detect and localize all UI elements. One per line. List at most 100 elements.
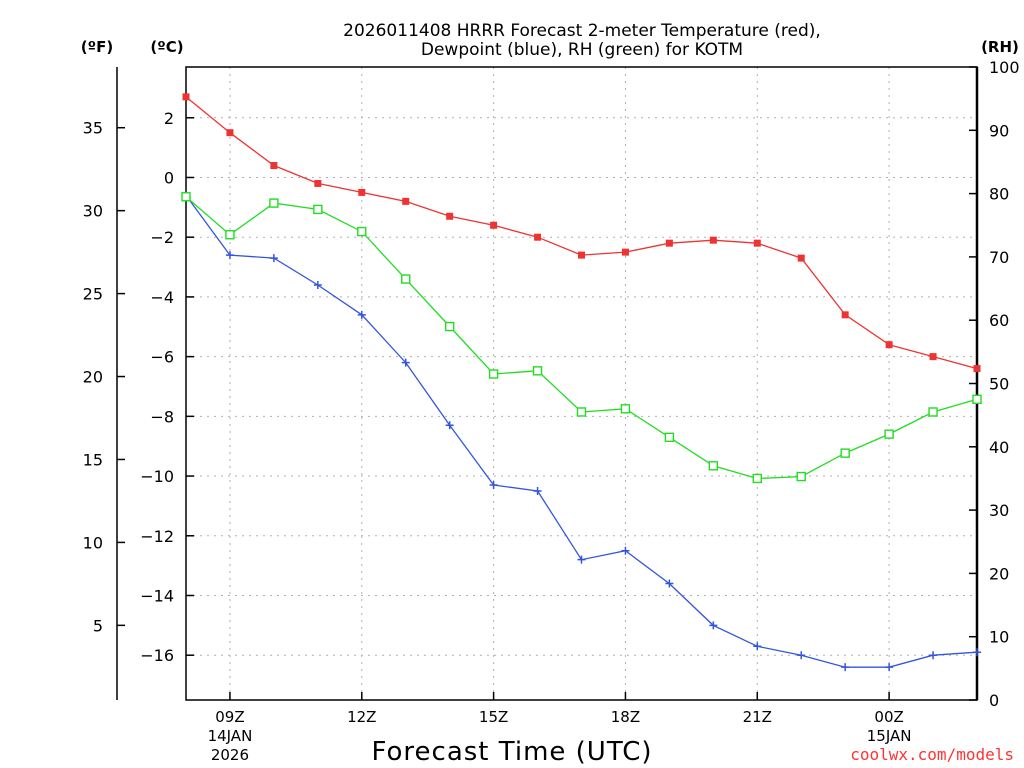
rh-tick-label: 0 — [989, 691, 999, 710]
2-meter-temperature-point — [753, 239, 761, 247]
2-meter-temperature-point — [182, 93, 190, 101]
rh-tick-label: 100 — [989, 58, 1020, 77]
celsius-tick-label: −6 — [150, 348, 174, 367]
dewpoint-point — [797, 651, 806, 660]
gridlines — [186, 67, 977, 700]
fahrenheit-tick-label: 20 — [83, 368, 103, 387]
x-tick-label: 21Z — [743, 708, 772, 726]
rh-point — [269, 198, 279, 208]
plot-frame — [185, 66, 978, 701]
rh-tick-label: 50 — [989, 375, 1009, 394]
rh-point — [708, 461, 719, 471]
x-tick-label: 18Z — [611, 708, 640, 726]
fahrenheit-tick-label: 10 — [83, 533, 103, 552]
celsius-tick-label: −16 — [140, 646, 174, 665]
dewpoint-line — [185, 195, 978, 668]
dewpoint-point — [665, 579, 674, 588]
celsius-tick-label: −2 — [150, 228, 174, 247]
2-meter-temperature-point — [841, 311, 849, 319]
rh-tick-label: 30 — [989, 501, 1009, 520]
2-meter-temperature-point — [665, 239, 673, 247]
rh-point — [620, 404, 631, 414]
2-meter-temperature-point — [358, 188, 366, 196]
celsius-tick-label: 0 — [164, 168, 174, 187]
rh-point — [884, 429, 894, 439]
dewpoint-point — [269, 254, 278, 263]
rh-point — [664, 432, 675, 443]
dewpoint-point — [401, 358, 410, 367]
celsius-tick-label: −14 — [140, 586, 174, 605]
rh-point — [401, 274, 411, 284]
axis-ticks: 20−2−4−6−8−10−12−14−16353025201510510090… — [83, 58, 1020, 764]
2-meter-temperature-point — [578, 251, 585, 259]
rh-point — [313, 204, 323, 215]
rh-point — [357, 226, 367, 237]
rh-tick-label: 90 — [989, 121, 1009, 140]
fahrenheit-tick-label: 35 — [83, 119, 103, 138]
rh-unit-label: (RH) — [981, 38, 1019, 56]
2-meter-temperature-point — [490, 221, 498, 229]
dewpoint-point — [357, 310, 366, 319]
2-meter-temperature-point — [534, 233, 542, 241]
dewpoint-point — [489, 481, 498, 490]
2-meter-temperature-point — [226, 129, 234, 137]
x-tick-date: 14JAN — [208, 727, 253, 745]
series-lines — [181, 93, 982, 672]
x-tick-label: 12Z — [347, 708, 376, 726]
dewpoint-point — [445, 421, 454, 430]
rh-tick-label: 80 — [989, 185, 1009, 204]
credit-text: coolwx.com/models — [850, 745, 1014, 764]
rh-point — [840, 448, 850, 458]
rh-point — [796, 471, 806, 482]
chart-title-line-1: 2026011408 HRRR Forecast 2-meter Tempera… — [343, 21, 821, 41]
2-meter-temperature-point — [885, 341, 893, 349]
rh-tick-label: 10 — [989, 628, 1009, 647]
2-meter-temperature-point — [621, 248, 629, 256]
dewpoint-point — [841, 663, 850, 672]
x-tick-label: 09Z — [215, 708, 244, 726]
2-meter-temperature-line — [185, 96, 978, 370]
dewpoint-point — [753, 642, 762, 651]
x-axis-label: Forecast Time (UTC) — [371, 737, 652, 767]
2-meter-temperature-point — [797, 254, 805, 262]
fahrenheit-tick-label: 5 — [93, 616, 103, 635]
dewpoint-point — [973, 648, 981, 657]
fahrenheit-tick-label: 25 — [83, 285, 103, 304]
rh-tick-label: 70 — [989, 248, 1009, 267]
celsius-tick-label: −4 — [150, 288, 174, 307]
celsius-tick-label: −8 — [150, 407, 174, 426]
rh-point — [972, 394, 982, 405]
x-tick-label: 00Z — [874, 708, 903, 726]
rh-line — [185, 196, 978, 480]
dewpoint-point — [709, 621, 718, 630]
celsius-tick-label: 2 — [164, 109, 174, 128]
dewpoint-point — [929, 651, 938, 660]
2-meter-temperature-point — [973, 365, 981, 373]
dewpoint-point — [577, 555, 586, 564]
rh-point — [576, 407, 587, 417]
rh-point — [752, 473, 762, 484]
rh-tick-label: 40 — [989, 438, 1009, 457]
celsius-unit-label: (ºC) — [150, 38, 183, 56]
rh-point — [444, 321, 455, 332]
dewpoint-point — [621, 546, 630, 555]
rh-tick-label: 20 — [989, 564, 1009, 583]
2-meter-temperature-point — [446, 212, 454, 220]
x-tick-label: 15Z — [479, 708, 508, 726]
2-meter-temperature-point — [270, 162, 278, 170]
rh-point — [181, 192, 191, 202]
2-meter-temperature-point — [314, 179, 322, 187]
fahrenheit-unit-label: (ºF) — [81, 38, 113, 56]
dewpoint-point — [885, 663, 894, 672]
celsius-tick-label: −10 — [140, 467, 174, 486]
celsius-tick-label: −12 — [140, 527, 174, 546]
rh-point — [225, 230, 235, 240]
x-tick-date: 15JAN — [867, 727, 912, 745]
2-meter-temperature-point — [929, 353, 937, 361]
rh-point — [532, 366, 543, 376]
dewpoint-point — [313, 280, 322, 289]
dewpoint-point — [225, 251, 234, 260]
2-meter-temperature-point — [709, 236, 717, 244]
fahrenheit-tick-label: 30 — [83, 202, 103, 221]
